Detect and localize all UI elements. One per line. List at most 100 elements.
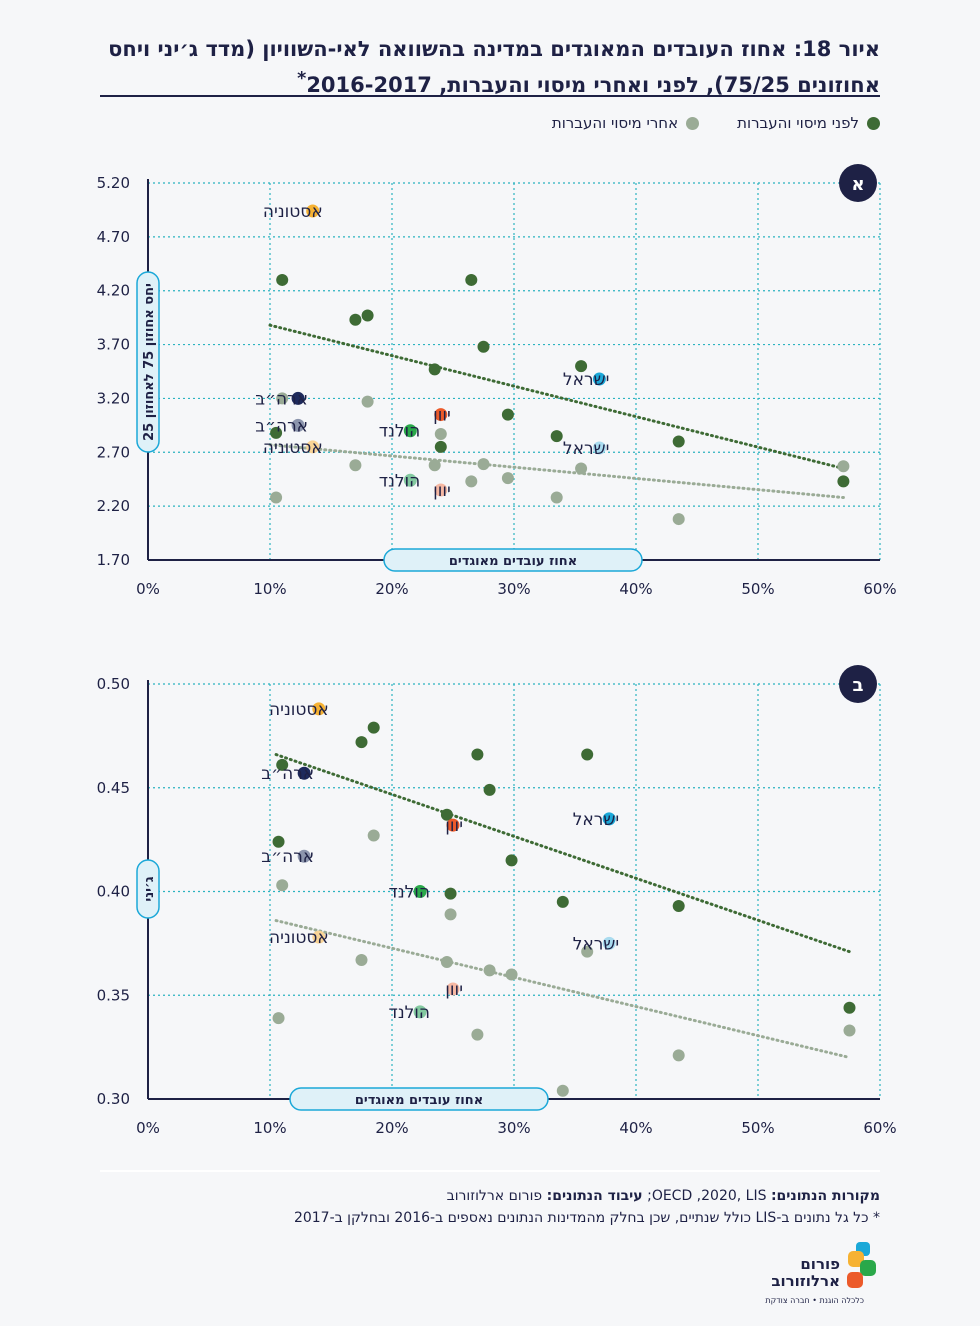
data-point-before [270, 426, 283, 439]
logo-name-line-2: ארלוזורוב [771, 1272, 840, 1290]
data-point-after [276, 879, 289, 892]
y-tick-label: 4.20 [97, 282, 130, 300]
y-tick-label: 0.35 [97, 986, 130, 1004]
legend-item-after: אחרי מיסוי והעברות [552, 114, 700, 132]
data-point-before [550, 430, 563, 443]
y-tick-label: 2.70 [97, 443, 130, 461]
logo-name-line-1: פורום [800, 1255, 840, 1273]
panel-badge-circle [839, 665, 877, 703]
highlight-label: הולנד [389, 1003, 431, 1023]
data-point-after [477, 458, 490, 471]
data-point-after [272, 1012, 285, 1025]
panel-badge-label: ב [853, 675, 864, 696]
footer-divider [100, 1170, 880, 1172]
sources-label: מקורות הנתונים: [770, 1188, 880, 1204]
highlight-label: ארה״ב [255, 389, 308, 409]
highlight-point [312, 702, 326, 716]
highlight-label: הולנד [389, 883, 431, 903]
data-point-after [361, 395, 374, 408]
data-point-before [349, 313, 362, 326]
highlight-label: יוון [433, 406, 451, 426]
legend-after-dot [686, 116, 700, 130]
y-tick-label: 3.20 [97, 389, 130, 407]
panel-badge-circle [839, 164, 877, 202]
data-point-before [575, 360, 588, 373]
y-tick-label: 3.70 [97, 336, 130, 354]
data-point-after [843, 1024, 856, 1037]
data-point-after [556, 1084, 569, 1097]
data-point-after [505, 968, 518, 981]
y-axis-label-pill [136, 859, 160, 919]
data-point-before [465, 273, 478, 286]
y-axis-label: ג׳יני [142, 876, 157, 901]
highlight-point [446, 818, 460, 832]
panel-badge-label: א [851, 174, 864, 195]
data-point-after [581, 945, 594, 958]
x-tick-label: 50% [741, 1119, 774, 1137]
highlight-label: יוון [433, 481, 451, 501]
x-tick-label: 30% [497, 580, 530, 598]
title-asterisk: * [297, 69, 307, 89]
data-point-before [672, 435, 685, 448]
data-point-before [355, 736, 368, 749]
y-tick-label: 5.20 [97, 174, 130, 192]
y-tick-label: 0.40 [97, 883, 130, 901]
logo-tagline: כלכלה הוגנת • חברה צודקת [765, 1296, 864, 1305]
data-point-before [272, 835, 285, 848]
logo-mark-icon [847, 1242, 876, 1288]
y-tick-label: 0.50 [97, 675, 130, 693]
highlight-point [446, 982, 460, 996]
data-point-after [483, 964, 496, 977]
trend-line-after [268, 443, 845, 500]
x-tick-label: 40% [619, 1119, 652, 1137]
highlight-label: ארה״ב [261, 847, 314, 867]
data-point-before [837, 475, 850, 488]
highlight-point [592, 372, 606, 386]
y-axis-label-pill [136, 271, 160, 453]
highlight-point [602, 812, 616, 826]
x-tick-label: 20% [375, 580, 408, 598]
chart-panel-a: 0% 10% 20% 30% 40% 50% 60% 1.70 2.20 2.70 3.20 3.70… [97, 164, 897, 598]
title-line-2: אחוזונים 75/25), לפני ואחרי מיסוי והעברו… [100, 64, 880, 100]
highlight-point [413, 885, 427, 898]
highlight-point [306, 204, 320, 218]
data-point-before [581, 748, 594, 761]
highlight-point [434, 483, 448, 497]
data-point-before [361, 309, 374, 322]
data-point-after [465, 475, 478, 488]
highlight-label: ישראל [573, 934, 619, 954]
legend-before-label: לפני מיסוי והעברות [737, 114, 859, 132]
data-point-after [355, 953, 368, 966]
data-point-after [672, 513, 685, 526]
data-point-after [575, 462, 588, 475]
data-point-after [270, 491, 283, 504]
highlight-point [297, 766, 311, 780]
data-point-after [440, 956, 453, 969]
highlight-point [312, 930, 326, 944]
data-point-before [367, 721, 380, 734]
legend-item-before: לפני מיסוי והעברות [737, 114, 880, 132]
data-point-after [276, 392, 289, 405]
highlight-label: יוון [445, 980, 463, 1000]
data-point-before [483, 783, 496, 796]
data-point-before [276, 273, 289, 286]
data-point-before [477, 340, 490, 353]
x-tick-label: 20% [375, 1119, 408, 1137]
trend-line-before [274, 753, 851, 954]
highlight-label: ישראל [563, 439, 609, 459]
title-line-1: איור 18: אחוז העובדים המאוגדים במדינה בה… [108, 37, 880, 61]
x-tick-label: 40% [619, 580, 652, 598]
data-point-after [444, 908, 457, 921]
x-tick-label: 60% [863, 1119, 896, 1137]
data-point-before [556, 895, 569, 908]
y-tick-label: 2.20 [97, 497, 130, 515]
highlight-point [403, 424, 417, 438]
highlight-label: ישראל [573, 810, 619, 830]
chart-panel-b: 0% 10% 20% 30% 40% 50% 60% 0.30 0.35 0.40 0.45 0.50… [97, 665, 897, 1137]
x-tick-label: 10% [253, 1119, 286, 1137]
data-point-after [837, 460, 850, 473]
y-tick-label: 0.45 [97, 779, 130, 797]
y-tick-label: 1.70 [97, 551, 130, 569]
trend-line-before [268, 323, 845, 470]
title-divider [100, 95, 880, 97]
